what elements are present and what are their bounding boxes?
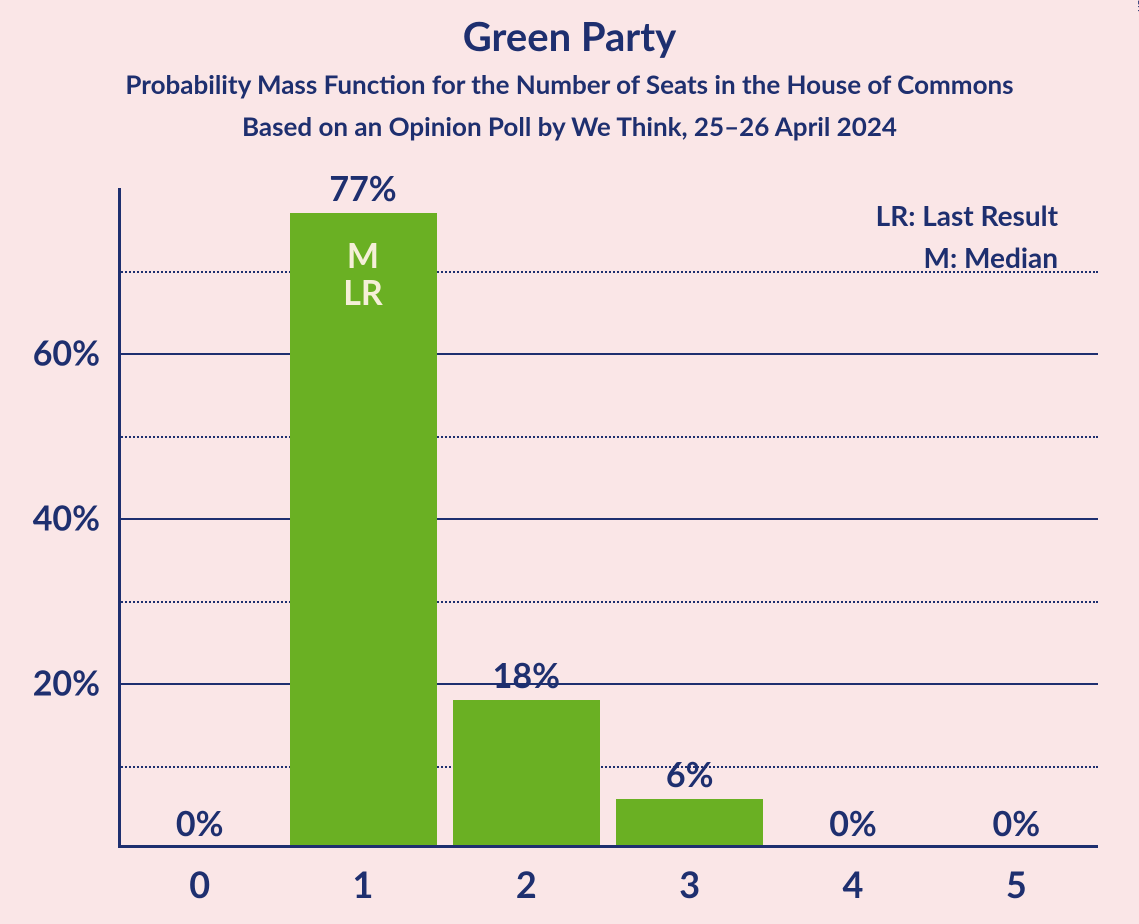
- bar-slot: 0%0: [126, 188, 273, 848]
- legend: LR: Last Result M: Median: [876, 194, 1058, 278]
- x-axis-tick-label: 1: [353, 862, 374, 906]
- bar-value-label: 0%: [176, 803, 224, 844]
- y-axis-tick-label: 60%: [33, 333, 100, 374]
- bar-inner-label: MLR: [343, 237, 383, 312]
- bars-layer: 0%0MLR77%118%26%30%40%5: [118, 188, 1098, 848]
- bar-slot: MLR77%1: [290, 188, 437, 848]
- chart-title: Green Party: [0, 12, 1139, 60]
- copyright-text: © 2024 Filip van Laenen: [1135, 0, 1139, 12]
- y-axis-tick-label: 20%: [33, 663, 100, 704]
- y-axis: [118, 188, 121, 848]
- bar: [616, 799, 763, 849]
- y-axis-tick-label: 40%: [33, 498, 100, 539]
- x-axis-tick-label: 3: [679, 862, 700, 906]
- bar-value-label: 6%: [666, 754, 714, 795]
- bar-slot: 18%2: [453, 188, 600, 848]
- chart-subtitle-1: Probability Mass Function for the Number…: [0, 68, 1139, 100]
- x-axis-tick-label: 4: [843, 862, 864, 906]
- x-axis-tick-label: 2: [516, 862, 537, 906]
- bar-slot: 0%4: [780, 188, 927, 848]
- legend-lr: LR: Last Result: [876, 194, 1058, 236]
- bar-value-label: 0%: [993, 803, 1041, 844]
- chart-page: © 2024 Filip van Laenen Green Party Prob…: [0, 0, 1139, 924]
- title-block: Green Party Probability Mass Function fo…: [0, 12, 1139, 142]
- bar-value-label: 77%: [329, 168, 396, 209]
- x-axis: [118, 845, 1098, 848]
- bar-value-label: 18%: [493, 655, 560, 696]
- bar-value-label: 0%: [829, 803, 877, 844]
- x-axis-tick-label: 0: [189, 862, 210, 906]
- bar-slot: 6%3: [616, 188, 763, 848]
- x-axis-tick-label: 5: [1006, 862, 1027, 906]
- plot-area: 20%40%60%0%0MLR77%118%26%30%40%5 LR: Las…: [118, 188, 1098, 848]
- chart-subtitle-2: Based on an Opinion Poll by We Think, 25…: [0, 110, 1139, 142]
- bar: [453, 700, 600, 849]
- bar: MLR: [290, 213, 437, 848]
- bar-slot: 0%5: [943, 188, 1090, 848]
- legend-m: M: Median: [876, 236, 1058, 278]
